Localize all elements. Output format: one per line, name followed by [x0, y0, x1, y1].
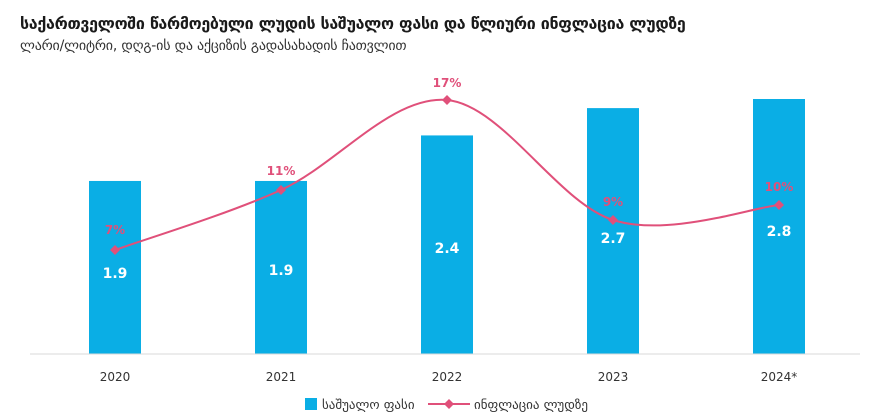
inflation-value-label: 9%	[603, 195, 623, 209]
bar-value-label: 1.9	[269, 263, 294, 279]
inflation-marker-2021	[276, 185, 286, 195]
bar-value-label: 1.9	[103, 266, 128, 282]
x-tick-label: 2023	[598, 370, 629, 384]
bar-2022	[421, 135, 473, 354]
bar-2024*	[753, 99, 805, 354]
bar-value-label: 2.8	[767, 224, 792, 240]
inflation-value-label: 10%	[765, 180, 794, 194]
chart-subtitle: ლარი/ლიტრი, დღგ-ის და აქციზის გადასახადი…	[20, 38, 407, 54]
inflation-marker-2022	[442, 95, 452, 105]
inflation-value-label: 17%	[433, 76, 462, 90]
inflation-marker-2023	[608, 215, 618, 225]
legend-label-line: ინფლაცია ლუდზე	[474, 398, 588, 413]
x-tick-label: 2024*	[761, 370, 798, 384]
inflation-marker-2024*	[774, 200, 784, 210]
legend-swatch-bars	[305, 398, 317, 410]
inflation-value-label: 7%	[105, 223, 125, 237]
bar-2020	[89, 180, 141, 354]
x-tick-label: 2021	[266, 370, 297, 384]
bar-2023	[587, 108, 639, 354]
bar-2021	[255, 180, 307, 354]
x-tick-label: 2022	[432, 370, 463, 384]
bar-value-label: 2.7	[601, 231, 626, 247]
bar-value-label: 2.4	[435, 241, 460, 257]
legend-label-bars: საშუალო ფასი	[322, 398, 415, 413]
x-tick-label: 2020	[100, 370, 131, 384]
inflation-marker-2020	[110, 245, 120, 255]
chart-title: საქართველოში წარმოებული ლუდის საშუალო ფა…	[20, 14, 686, 33]
legend-swatch-marker	[444, 399, 454, 409]
inflation-value-label: 11%	[267, 164, 296, 178]
